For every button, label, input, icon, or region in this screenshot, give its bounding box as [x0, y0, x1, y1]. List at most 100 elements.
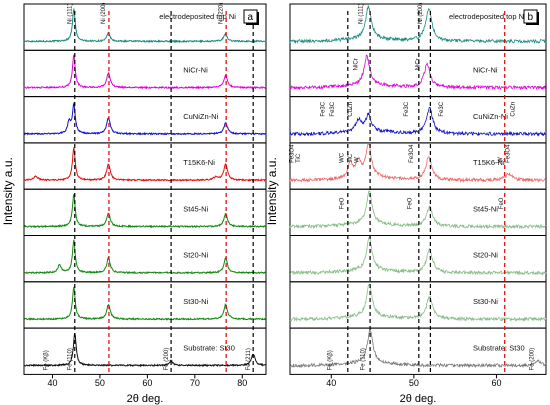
series-row: St30-Ni	[289, 281, 547, 329]
peak-annotation: Ni (111)	[67, 4, 73, 24]
series-line	[23, 147, 267, 182]
panel-label-box	[243, 9, 258, 24]
row-frame	[289, 188, 547, 236]
series-line	[23, 54, 267, 90]
peak-annotation: Fe3O4	[409, 144, 415, 163]
series-label: St20-Ni	[473, 251, 498, 260]
x-axis-label: 2θ deg.	[400, 393, 437, 405]
peak-annotation: Fe (211)	[246, 348, 252, 370]
series-label: NiCr-Ni	[183, 66, 208, 75]
panel-label: b	[528, 12, 534, 23]
row-frame	[23, 3, 267, 51]
series-label: Substrate: St30	[473, 343, 525, 352]
peak-annotation: Ni (200)	[101, 3, 107, 24]
peak-annotation: Fe (200)	[164, 348, 170, 371]
x-tick-label: 60	[491, 378, 501, 388]
peak-annotation: Fe (Kβ)	[327, 350, 333, 370]
series-row: St45-Ni	[23, 188, 267, 236]
series-line	[289, 5, 547, 45]
peak-annotation: FeO	[340, 197, 346, 209]
series-line	[289, 283, 547, 323]
series-row: electrodeposited top Ni Ni (111) Ni (200)	[289, 3, 547, 51]
peak-annotation: Fe (110)	[67, 348, 73, 370]
series-line	[289, 144, 547, 183]
y-axis-label: Intensity a.u.	[1, 157, 15, 225]
series-line	[289, 190, 547, 230]
row-frame	[23, 281, 267, 329]
y-axis-label: Intensity a.u.	[265, 157, 279, 225]
series-label: T15K6-Ni	[473, 158, 505, 167]
peak-annotation: Fe3O4	[506, 144, 512, 163]
chart-panel-a: electrodeposited top Ni Ni (111) Ni (200) N…	[1, 3, 267, 405]
peak-annotation: FeO	[407, 197, 413, 209]
row-frame	[23, 188, 267, 236]
series-line	[289, 107, 547, 137]
series-row: Substrate: St30 Fe (Kβ) Fe (110) Fe (200)	[289, 327, 547, 375]
series-line	[289, 236, 547, 276]
peak-annotation: Fe3C	[404, 101, 410, 116]
peak-annotation: W	[498, 157, 504, 163]
series-label: St30-Ni	[473, 297, 498, 306]
series-row: Substrate: St30 Fe (Kβ) Fe (110) Fe (200) Fe…	[23, 327, 267, 375]
peak-annotation: FeO	[499, 197, 505, 209]
chart-panel-b: electrodeposited top Ni Ni (111) Ni (200) N…	[265, 3, 547, 405]
peak-annotation: Fe3O4	[289, 144, 295, 163]
series-row: St30-Ni	[23, 281, 267, 329]
row-frame	[23, 235, 267, 283]
series-row: St20-Ni	[23, 235, 267, 283]
series-label: St20-Ni	[183, 251, 208, 260]
peak-annotation: Fe3C	[321, 101, 327, 116]
series-label: CuNiZn-Ni	[183, 112, 218, 121]
series-line	[23, 332, 267, 368]
series-label: T15K6-Ni	[183, 158, 215, 167]
row-frame	[23, 327, 267, 375]
x-tick-label: 50	[95, 378, 105, 388]
series-line	[23, 286, 267, 321]
x-tick-label: 80	[237, 378, 247, 388]
series-line	[23, 194, 266, 229]
peak-annotation: Fe3C	[439, 101, 445, 116]
series-label: St45-Ni	[183, 204, 208, 213]
series-row: St20-Ni	[289, 235, 547, 283]
peak-annotation: Fe (110)	[360, 348, 366, 370]
row-frame	[289, 235, 547, 283]
series-label: Substrate: St30	[183, 343, 235, 352]
series-label: NiCr-Ni	[473, 66, 498, 75]
x-tick-label: 40	[47, 378, 57, 388]
x-tick-label: 60	[142, 378, 152, 388]
panel-label: a	[248, 12, 254, 23]
series-line	[23, 239, 267, 275]
row-frame	[23, 96, 267, 144]
series-line	[289, 329, 547, 369]
peak-annotation: NiCr	[354, 58, 360, 70]
peak-annotation: CuZn	[511, 102, 517, 117]
peak-annotation: WC	[340, 152, 346, 163]
series-row: NiCr-Ni	[23, 49, 267, 98]
series-row: CuNiZn-Ni	[23, 96, 267, 144]
series-label: electrodeposited top Ni	[159, 12, 236, 21]
series-label: CuNiZn-Ni	[473, 112, 508, 121]
row-frame	[23, 142, 267, 190]
x-tick-label: 50	[409, 378, 419, 388]
panel-label-box	[523, 9, 538, 24]
series-row: T15K6-Ni	[23, 142, 267, 190]
peak-annotation: Fe (200)	[530, 348, 536, 371]
series-line	[289, 54, 547, 91]
peak-annotation: Ni (200)	[418, 3, 424, 24]
row-frame	[289, 281, 547, 329]
series-label: St30-Ni	[183, 297, 208, 306]
series-row: NiCr-Ni NiCr NiCr	[289, 49, 547, 98]
row-frame	[23, 49, 267, 98]
row-frame	[289, 327, 547, 375]
peak-annotation: CuZn	[348, 102, 354, 117]
peak-annotation: TiC	[348, 153, 354, 163]
series-line	[23, 101, 267, 136]
peak-annotation: Fe (Kβ)	[44, 350, 50, 370]
x-tick-label: 70	[190, 378, 200, 388]
peak-annotation: TiC	[296, 153, 302, 163]
peak-annotation: NiCr	[416, 58, 422, 70]
